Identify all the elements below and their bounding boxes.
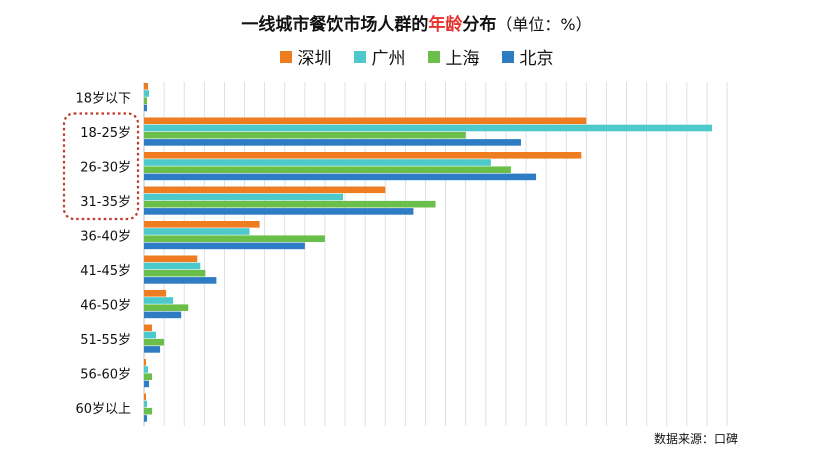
y-tick-label: 36-40岁 bbox=[80, 229, 131, 244]
bar-上海-56-60岁 bbox=[144, 373, 153, 380]
bar-上海-51-55岁 bbox=[144, 338, 165, 346]
y-tick-label: 41-45岁 bbox=[80, 264, 131, 279]
legend-label-guangzhou: 广州 bbox=[371, 49, 406, 69]
bar-广州-26-30岁 bbox=[144, 159, 491, 166]
y-tick-label: 60岁以上 bbox=[75, 402, 131, 417]
bar-广州-60岁以上 bbox=[144, 400, 148, 408]
bar-北京-51-55岁 bbox=[144, 346, 161, 353]
bar-上海-31-35岁 bbox=[144, 200, 436, 208]
y-tick-label: 18岁以下 bbox=[75, 91, 131, 106]
legend-swatch-shenzhen bbox=[279, 50, 292, 63]
bar-上海-60岁以上 bbox=[144, 407, 153, 415]
bar-广州-46-50岁 bbox=[144, 297, 174, 304]
bar-上海-36-40岁 bbox=[144, 235, 325, 242]
title-highlight: 年龄 bbox=[428, 15, 463, 35]
chart-legend: 深圳 广州 上海 北京 bbox=[0, 44, 833, 69]
y-tick-label: 51-55岁 bbox=[80, 333, 131, 348]
bar-上海-26-30岁 bbox=[144, 166, 511, 173]
bar-深圳-18岁以下 bbox=[144, 83, 149, 90]
bar-北京-56-60岁 bbox=[144, 380, 150, 388]
bar-广州-41-45岁 bbox=[144, 262, 201, 270]
bar-广州-36-40岁 bbox=[144, 228, 250, 235]
legend-item-shenzhen: 深圳 bbox=[279, 44, 332, 69]
bar-深圳-18-25岁 bbox=[144, 117, 587, 125]
bar-深圳-46-50岁 bbox=[144, 290, 167, 297]
bar-深圳-36-40岁 bbox=[144, 221, 260, 228]
legend-item-shanghai: 上海 bbox=[427, 44, 480, 69]
y-tick-label: 56-60岁 bbox=[80, 367, 131, 382]
bar-深圳-60岁以上 bbox=[144, 393, 147, 401]
legend-item-beijing: 北京 bbox=[501, 44, 554, 69]
bar-北京-26-30岁 bbox=[144, 173, 537, 181]
legend-swatch-guangzhou bbox=[353, 50, 366, 63]
bar-广州-18岁以下 bbox=[144, 90, 150, 97]
title-suffix: 分布 bbox=[462, 15, 497, 35]
bar-深圳-51-55岁 bbox=[144, 324, 153, 332]
bar-广州-51-55岁 bbox=[144, 331, 157, 339]
legend-item-guangzhou: 广州 bbox=[353, 44, 406, 69]
bar-广州-56-60岁 bbox=[144, 366, 149, 373]
legend-swatch-shanghai bbox=[427, 50, 440, 63]
bar-深圳-41-45岁 bbox=[144, 255, 198, 263]
bar-广州-18-25岁 bbox=[144, 124, 712, 132]
bar-深圳-56-60岁 bbox=[144, 359, 147, 366]
bar-广州-31-35岁 bbox=[144, 193, 344, 201]
y-tick-label: 18-25岁 bbox=[80, 126, 131, 141]
bar-上海-18岁以下 bbox=[144, 97, 148, 104]
y-tick-label: 31-35岁 bbox=[80, 195, 131, 210]
highlight-box bbox=[62, 112, 140, 221]
bar-北京-60岁以上 bbox=[144, 415, 148, 422]
bar-北京-31-35岁 bbox=[144, 208, 414, 215]
bar-上海-46-50岁 bbox=[144, 304, 189, 311]
bar-北京-36-40岁 bbox=[144, 242, 305, 250]
legend-label-shanghai: 上海 bbox=[445, 49, 480, 69]
title-unit: （单位：%） bbox=[496, 15, 592, 34]
bar-北京-18岁以下 bbox=[144, 104, 148, 112]
bar-上海-18-25岁 bbox=[144, 131, 466, 139]
title-prefix: 一线城市餐饮市场人群的 bbox=[241, 15, 429, 35]
legend-swatch-beijing bbox=[501, 50, 514, 63]
bar-北京-46-50岁 bbox=[144, 311, 182, 319]
y-tick-label: 46-50岁 bbox=[80, 298, 131, 313]
bar-深圳-31-35岁 bbox=[144, 186, 386, 194]
legend-label-shenzhen: 深圳 bbox=[297, 49, 332, 69]
bar-深圳-26-30岁 bbox=[144, 152, 582, 159]
y-tick-label: 26-30岁 bbox=[80, 160, 131, 175]
bar-上海-41-45岁 bbox=[144, 269, 206, 277]
bar-北京-18-25岁 bbox=[144, 139, 521, 146]
legend-label-beijing: 北京 bbox=[519, 49, 554, 69]
chart-title: 一线城市餐饮市场人群的年龄分布（单位：%） bbox=[0, 10, 833, 35]
data-source: 数据来源：口碑 bbox=[653, 432, 738, 446]
bar-北京-41-45岁 bbox=[144, 277, 217, 284]
